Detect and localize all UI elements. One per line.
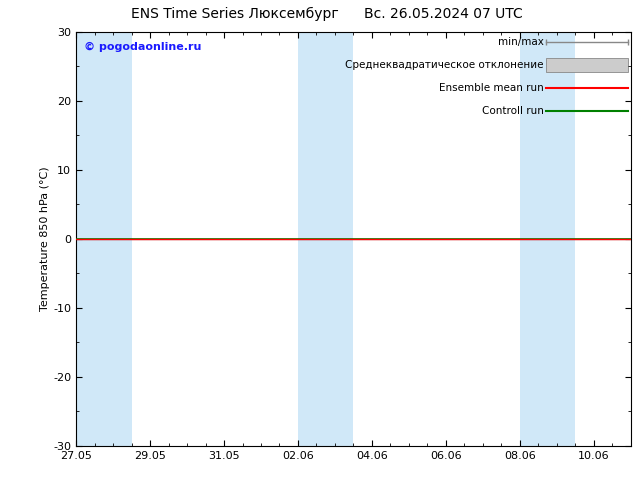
- Text: min/max: min/max: [498, 37, 544, 47]
- Text: Вс. 26.05.2024 07 UTC: Вс. 26.05.2024 07 UTC: [365, 7, 523, 22]
- Text: Среднеквадратическое отклонение: Среднеквадратическое отклонение: [346, 60, 544, 70]
- Text: Ensemble mean run: Ensemble mean run: [439, 83, 544, 93]
- Text: © pogodaonline.ru: © pogodaonline.ru: [84, 42, 202, 52]
- Bar: [546, 58, 628, 72]
- Bar: [298, 32, 354, 446]
- Y-axis label: Temperature 850 hPa (°C): Temperature 850 hPa (°C): [41, 167, 50, 311]
- Text: Controll run: Controll run: [482, 105, 544, 116]
- Text: ENS Time Series Люксембург: ENS Time Series Люксембург: [131, 7, 339, 22]
- Bar: [520, 32, 576, 446]
- Bar: [76, 32, 132, 446]
